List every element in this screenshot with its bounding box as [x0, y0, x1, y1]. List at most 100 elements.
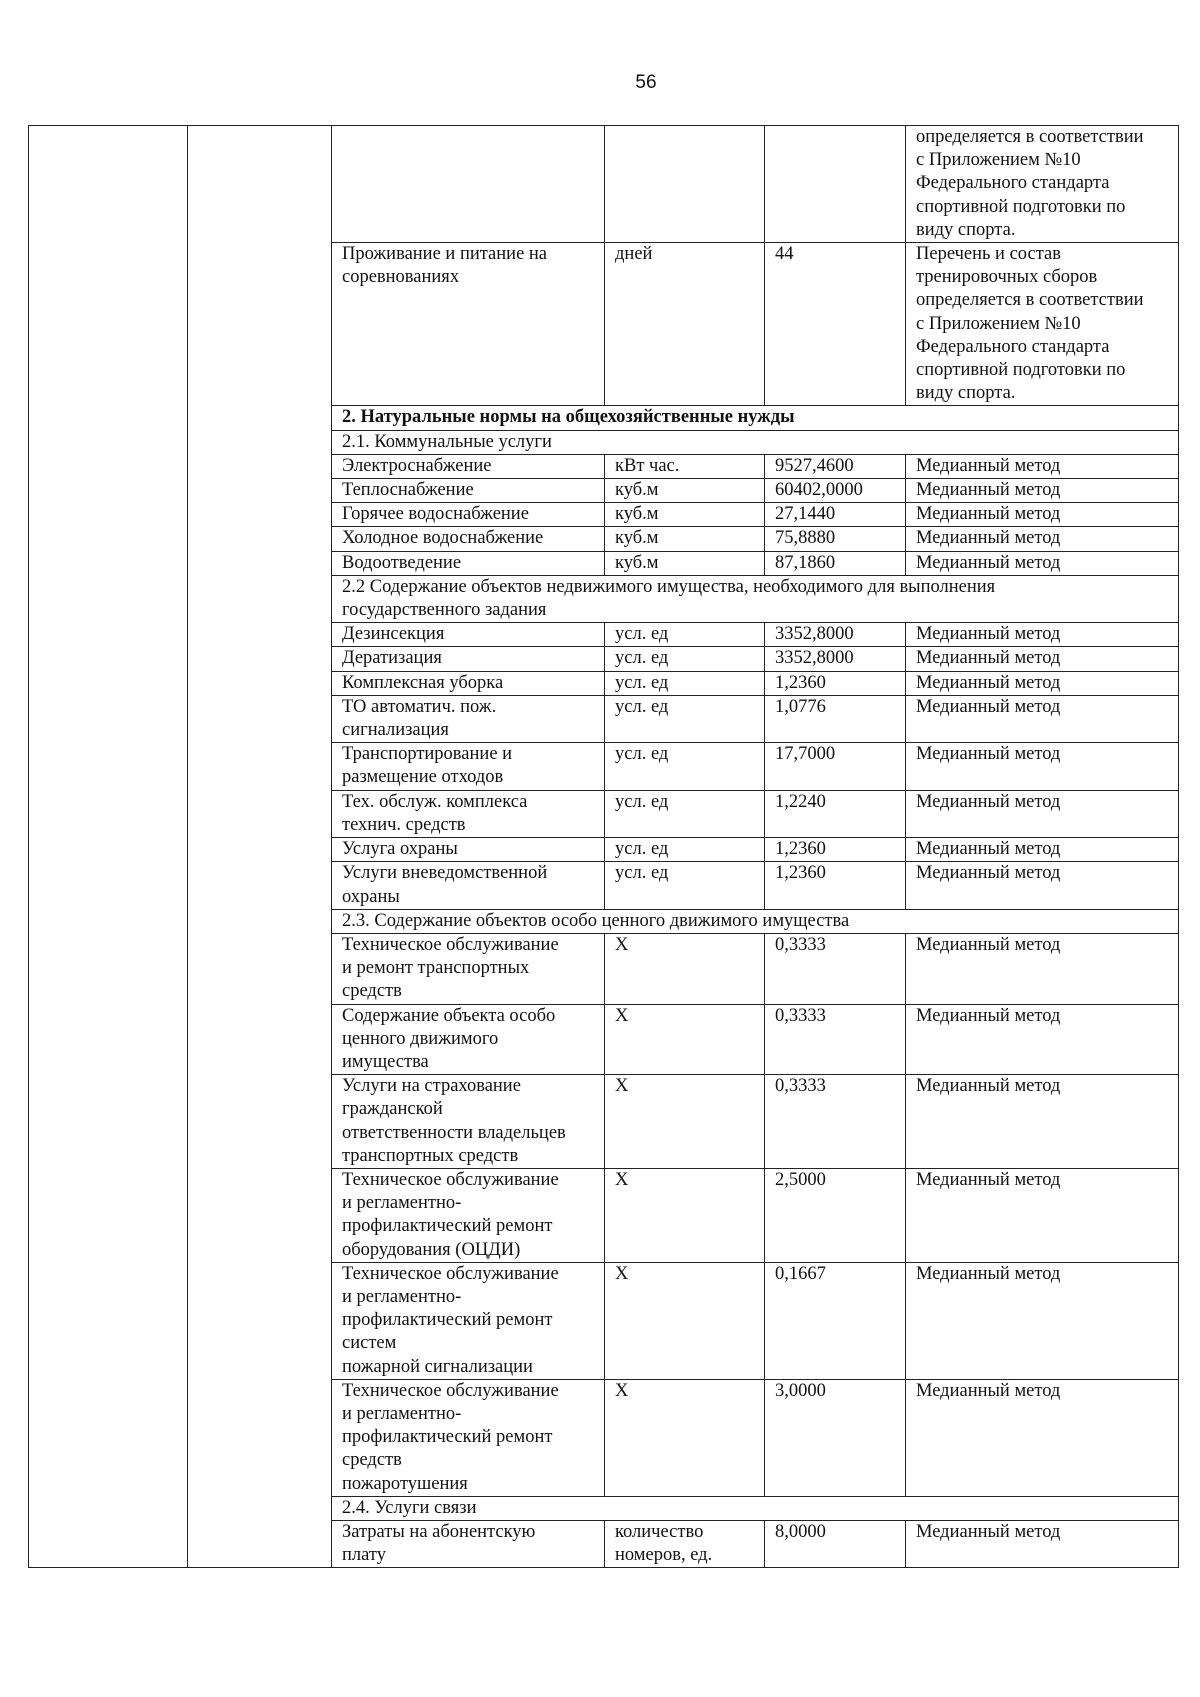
page-number: 56 [635, 72, 657, 93]
unit-cell: усл. ед [604, 861, 765, 910]
value-cell: 1,2360 [764, 670, 906, 696]
method-cell: Медианный метод [905, 550, 1179, 576]
unit-cell: кВт час. [604, 453, 765, 480]
method-cell: Медианный метод [905, 694, 1179, 744]
table-row: Затраты на абонентскую плату количество н… [29, 1519, 1179, 1569]
item-name-cell: Проживание и питание на соревнованиях [331, 242, 605, 407]
section-title: 2. Натуральные нормы на общехозяйственны… [331, 405, 1179, 431]
item-name-cell: Техническое обслуживание и регламентно- … [331, 1378, 605, 1497]
value-cell: 44 [764, 242, 906, 407]
value-cell: 3,0000 [764, 1378, 906, 1497]
table-row: Горячее водоснабжение куб.м 27,1440 Медианн… [29, 502, 1179, 528]
table-row: Транспортирование и размещение отходов ус… [29, 742, 1179, 791]
value-cell: 75,8880 [764, 526, 906, 552]
method-cell: Медианный метод [905, 1378, 1179, 1497]
method-cell: Медианный метод [905, 1167, 1179, 1263]
unit-cell: усл. ед [604, 646, 765, 672]
item-name-cell: Услуга охраны [331, 837, 605, 863]
item-name-cell: Затраты на абонентскую плату [331, 1519, 605, 1569]
item-name-cell: Техническое обслуживание и регламентно- … [331, 1261, 605, 1380]
value-cell: 1,2360 [764, 837, 906, 863]
unit-cell: усл. ед [604, 789, 765, 839]
method-cell: Медианный метод [905, 742, 1179, 791]
method-cell: определяется в соответствии с Приложение… [905, 124, 1179, 244]
table-row: Водоотведение куб.м 87,1860 Медианный метод [29, 550, 1179, 576]
method-cell: Медианный метод [905, 526, 1179, 552]
unit-cell: куб.м [604, 502, 765, 528]
item-name-cell: ТО автоматич. пож. сигнализация [331, 694, 605, 744]
unit-cell: куб.м [604, 550, 765, 576]
unit-cell: Х [604, 1378, 765, 1497]
unit-cell: Х [604, 1261, 765, 1380]
value-cell: 9527,4600 [764, 453, 906, 480]
table-row: Услуга охраны усл. ед 1,2360 Медианный мето… [29, 837, 1179, 863]
item-name-cell: Электроснабжение [331, 453, 605, 480]
item-name-cell: Водоотведение [331, 550, 605, 576]
method-cell: Медианный метод [905, 1519, 1179, 1569]
table-row: Холодное водоснабжение куб.м 75,8880 Медиан… [29, 526, 1179, 552]
unit-cell: Х [604, 1074, 765, 1169]
section-header-row: 2.1. Коммунальные услуги [29, 429, 1179, 455]
unit-cell: куб.м [604, 478, 765, 504]
table-row: Техническое обслуживание и регламентно- … [29, 1378, 1179, 1497]
value-cell: 1,0776 [764, 694, 906, 744]
method-cell: Медианный метод [905, 932, 1179, 1005]
section-title: 2.4. Услуги связи [331, 1495, 1179, 1521]
method-cell: Медианный метод [905, 502, 1179, 528]
unit-cell: усл. ед [604, 837, 765, 863]
unit-cell: Х [604, 1003, 765, 1076]
section-title: 2.3. Содержание объектов особо ценного д… [331, 908, 1179, 934]
unit-cell: усл. ед [604, 694, 765, 744]
empty-column-1 [28, 124, 188, 1569]
item-name-cell: Дезинсекция [331, 622, 605, 648]
item-name-cell: Транспортирование и размещение отходов [331, 742, 605, 791]
table-row: Тех. обслуж. комплекса технич. средств ус… [29, 789, 1179, 839]
section-header-row: 2.2 Содержание объектов недвижимого имущ… [29, 574, 1179, 624]
table-row: Техническое обслуживание и регламентно- … [29, 1167, 1179, 1263]
unit-cell [604, 124, 765, 244]
value-cell: 60402,0000 [764, 478, 906, 504]
method-cell: Медианный метод [905, 622, 1179, 648]
table-row: определяется в соответствии с Приложение… [28, 124, 1179, 1569]
section-header-row: 2.4. Услуги связи [29, 1495, 1179, 1521]
value-cell: 17,7000 [764, 742, 906, 791]
item-name-cell: Техническое обслуживание и ремонт трансп… [331, 932, 605, 1005]
unit-cell: куб.м [604, 526, 765, 552]
item-name-cell: Тех. обслуж. комплекса технич. средств [331, 789, 605, 839]
table-row: Теплоснабжение куб.м 60402,0000 Медианный м… [29, 478, 1179, 504]
norms-table: определяется в соответствии с Приложение… [28, 124, 1179, 1569]
table-row: Комплексная уборка усл. ед 1,2360 Медианный… [29, 670, 1179, 696]
item-name-cell: Услуги вневедомственной охраны [331, 861, 605, 910]
method-cell: Медианный метод [905, 1261, 1179, 1380]
section-header-row: 2. Натуральные нормы на общехозяйственны… [29, 405, 1179, 431]
item-name-cell: Комплексная уборка [331, 670, 605, 696]
unit-cell: количество номеров, ед. [604, 1519, 765, 1569]
value-cell: 0,3333 [764, 1003, 906, 1076]
method-cell: Перечень и состав тренировочных сборов о… [905, 242, 1179, 407]
method-cell: Медианный метод [905, 1074, 1179, 1169]
table-row: Техническое обслуживание и регламентно- … [29, 1261, 1179, 1380]
method-cell: Медианный метод [905, 670, 1179, 696]
unit-cell: усл. ед [604, 670, 765, 696]
unit-cell: Х [604, 932, 765, 1005]
table-row: Электроснабжение кВт час. 9527,4600 Медианн… [29, 453, 1179, 480]
empty-column-2 [187, 124, 332, 1569]
item-name-cell: Содержание объекта особо ценного движимо… [331, 1003, 605, 1076]
value-cell: 8,0000 [764, 1519, 906, 1569]
value-cell [764, 124, 906, 244]
value-cell: 3352,8000 [764, 646, 906, 672]
table-row: Услуги вневедомственной охраны усл. ед 1,2… [29, 861, 1179, 910]
item-name-cell: Горячее водоснабжение [331, 502, 605, 528]
item-name-cell: Услуги на страхование гражданской ответс… [331, 1074, 605, 1169]
method-cell: Медианный метод [905, 478, 1179, 504]
table-row: Услуги на страхование гражданской ответс… [29, 1074, 1179, 1169]
value-cell: 2,5000 [764, 1167, 906, 1263]
method-cell: Медианный метод [905, 453, 1179, 480]
item-name-cell: Теплоснабжение [331, 478, 605, 504]
method-cell: Медианный метод [905, 1003, 1179, 1076]
method-cell: Медианный метод [905, 837, 1179, 863]
table-row: ТО автоматич. пож. сигнализация усл. ед 1,… [29, 694, 1179, 744]
table-row: Техническое обслуживание и ремонт трансп… [29, 932, 1179, 1005]
value-cell: 0,3333 [764, 932, 906, 1005]
table-row: Проживание и питание на соревнованиях дне… [29, 242, 1179, 407]
